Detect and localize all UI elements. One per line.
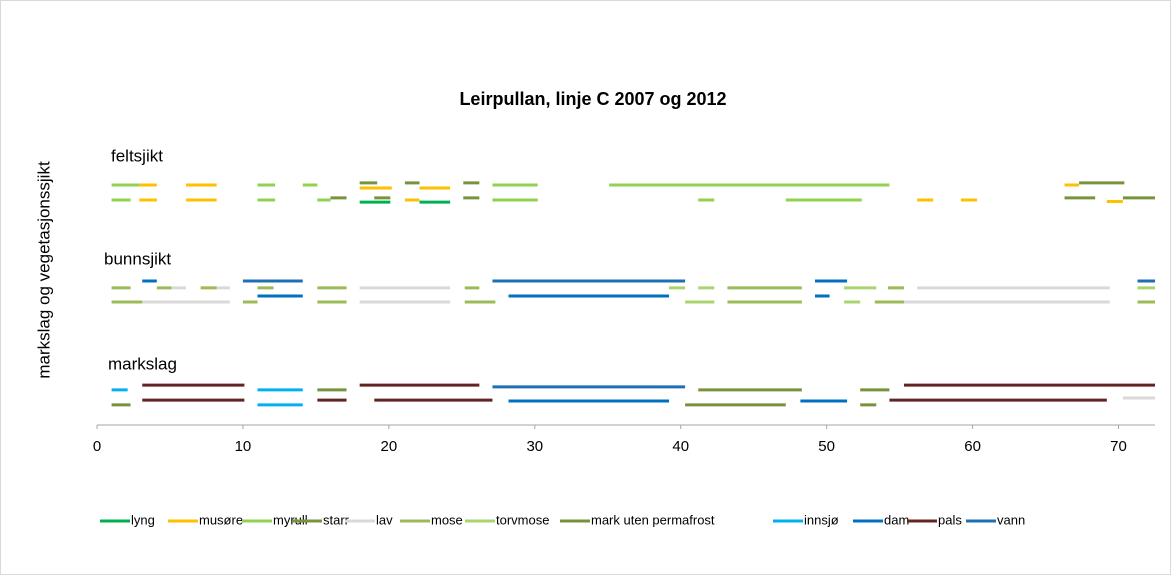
x-tick-label: 40	[672, 438, 689, 455]
legend-label: myrull	[273, 512, 308, 527]
annotation: feltsjikt	[111, 146, 163, 165]
annotation: bunnsjikt	[104, 249, 171, 268]
legend-label: lyng	[131, 512, 155, 527]
legend-label: mark uten permafrost	[591, 512, 715, 527]
legend-label: innsjø	[804, 512, 839, 527]
x-tick-label: 20	[381, 438, 398, 455]
legend-label: torvmose	[496, 512, 549, 527]
x-tick-label: 60	[964, 438, 981, 455]
legend-label: starr	[323, 512, 350, 527]
legend-label: vann	[997, 512, 1025, 527]
legend-label: dam	[884, 512, 909, 527]
legend-label: musøre	[199, 512, 243, 527]
annotation: markslag	[108, 354, 177, 373]
chart-title: Leirpullan, linje C 2007 og 2012	[459, 89, 726, 109]
x-tick-label: 10	[235, 438, 252, 455]
x-tick-label: 70	[1110, 438, 1127, 455]
legend-label: lav	[376, 512, 393, 527]
x-tick-label: 30	[526, 438, 543, 455]
legend-label: pals	[938, 512, 962, 527]
y-axis-label: markslag og vegetasjonssjikt	[34, 161, 53, 379]
x-tick-label: 50	[818, 438, 835, 455]
legend-label: mose	[431, 512, 463, 527]
x-tick-label: 0	[93, 438, 101, 455]
